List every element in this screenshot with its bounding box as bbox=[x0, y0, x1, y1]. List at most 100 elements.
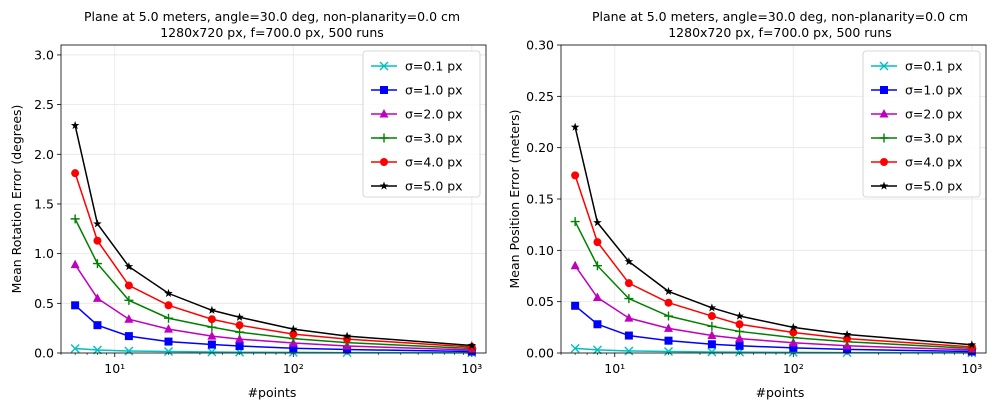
data-point bbox=[164, 337, 173, 346]
data-point bbox=[789, 322, 798, 331]
legend-item: σ=0.1 px bbox=[371, 59, 463, 74]
data-point bbox=[92, 259, 102, 269]
data-point bbox=[207, 331, 217, 340]
legend-label: σ=3.0 px bbox=[405, 131, 463, 146]
data-point bbox=[624, 346, 634, 356]
y-tick-label: 0.5 bbox=[34, 296, 54, 311]
legend-marker bbox=[380, 86, 388, 94]
data-point bbox=[570, 260, 580, 270]
data-point bbox=[164, 301, 173, 310]
legend-marker bbox=[380, 158, 388, 166]
legend-item: σ=5.0 px bbox=[371, 179, 463, 194]
data-point bbox=[735, 341, 744, 350]
data-point bbox=[707, 330, 717, 340]
y-tick-label: 0.00 bbox=[526, 346, 554, 361]
data-point bbox=[124, 262, 134, 271]
legend-item: σ=2.0 px bbox=[871, 107, 963, 122]
y-axis-label: Mean Rotation Error (degrees) bbox=[9, 105, 24, 294]
data-point bbox=[164, 324, 174, 333]
y-tick-label: 0.25 bbox=[526, 89, 554, 104]
legend-marker bbox=[379, 109, 389, 118]
data-point bbox=[624, 257, 634, 266]
data-point bbox=[164, 313, 174, 323]
data-point bbox=[592, 345, 602, 355]
data-point bbox=[707, 321, 717, 331]
legend-marker bbox=[379, 61, 389, 71]
y-tick-label: 0.15 bbox=[526, 192, 554, 207]
legend-item: σ=4.0 px bbox=[371, 155, 463, 170]
y-tick-label: 1.0 bbox=[34, 246, 54, 261]
series-5 bbox=[570, 122, 977, 349]
plot-frame bbox=[60, 44, 487, 354]
data-point bbox=[467, 341, 477, 350]
data-point bbox=[967, 340, 977, 349]
legend-label: σ=0.1 px bbox=[405, 59, 463, 74]
legend-marker bbox=[879, 61, 889, 71]
legend-label: σ=3.0 px bbox=[905, 131, 963, 146]
series-2 bbox=[570, 260, 977, 354]
data-point bbox=[92, 293, 102, 302]
data-point bbox=[624, 279, 633, 288]
legend-item: σ=1.0 px bbox=[371, 83, 463, 98]
series-line bbox=[574, 175, 972, 348]
legend-item: σ=4.0 px bbox=[871, 155, 963, 170]
legend-label: σ=4.0 px bbox=[405, 155, 463, 170]
series-0 bbox=[570, 343, 977, 358]
data-point bbox=[624, 294, 634, 304]
x-axis-label: #points bbox=[756, 385, 805, 400]
y-tick-label: 2.5 bbox=[34, 97, 54, 112]
legend-label: σ=1.0 px bbox=[905, 83, 963, 98]
data-point bbox=[664, 336, 673, 345]
data-point bbox=[735, 311, 744, 320]
data-point bbox=[289, 330, 298, 339]
x-tick-label: 10³ bbox=[461, 361, 482, 376]
data-point bbox=[664, 346, 673, 356]
data-point bbox=[735, 320, 744, 329]
data-point bbox=[124, 281, 133, 290]
data-point bbox=[707, 340, 716, 349]
data-point bbox=[70, 120, 80, 130]
chart-subtitle: 1280x720 px, f=700.0 px, 500 runs bbox=[668, 25, 892, 40]
data-point bbox=[342, 331, 352, 340]
data-point bbox=[624, 313, 634, 322]
rotation-error-chart: Plane at 5.0 meters, angle=30.0 deg, non… bbox=[9, 9, 487, 400]
legend-item: σ=3.0 px bbox=[371, 131, 463, 146]
legend-marker bbox=[880, 158, 888, 166]
data-point bbox=[124, 314, 134, 323]
data-point bbox=[343, 335, 352, 344]
legend-label: σ=1.0 px bbox=[405, 83, 463, 98]
y-tick-label: 0.0 bbox=[34, 346, 54, 361]
legend-marker bbox=[879, 181, 889, 190]
chart-title: Plane at 5.0 meters, angle=30.0 deg, non… bbox=[84, 9, 460, 24]
data-point bbox=[592, 261, 602, 271]
y-tick-label: 0.10 bbox=[526, 243, 554, 258]
y-axis-label: Mean Position Error (meters) bbox=[507, 110, 522, 289]
data-point bbox=[164, 288, 173, 298]
legend: σ=0.1 px σ=1.0 px σ=2.0 px σ=3.0 px σ=4.0 px… bbox=[362, 50, 481, 198]
data-point bbox=[707, 303, 717, 312]
data-point bbox=[592, 292, 602, 302]
x-axis-label: #points bbox=[248, 385, 297, 400]
data-point bbox=[843, 345, 852, 354]
data-point bbox=[71, 301, 80, 310]
data-point bbox=[93, 321, 102, 330]
legend-box bbox=[862, 50, 981, 198]
data-point bbox=[593, 320, 602, 329]
x-tick-label: 10² bbox=[783, 361, 804, 376]
grid bbox=[61, 45, 486, 354]
legend-item: σ=3.0 px bbox=[871, 131, 963, 146]
data-point bbox=[235, 342, 244, 351]
data-point bbox=[624, 331, 633, 340]
data-point bbox=[289, 324, 298, 333]
data-point bbox=[207, 315, 216, 324]
data-point bbox=[70, 259, 80, 269]
data-point bbox=[93, 236, 102, 245]
x-tick-label: 10² bbox=[283, 361, 304, 376]
legend-label: σ=5.0 px bbox=[905, 179, 963, 194]
legend-box bbox=[362, 50, 481, 198]
y-tick-label: 0.30 bbox=[526, 38, 554, 53]
series-line bbox=[74, 304, 472, 353]
legend-marker bbox=[879, 109, 889, 118]
data-point bbox=[735, 333, 745, 343]
